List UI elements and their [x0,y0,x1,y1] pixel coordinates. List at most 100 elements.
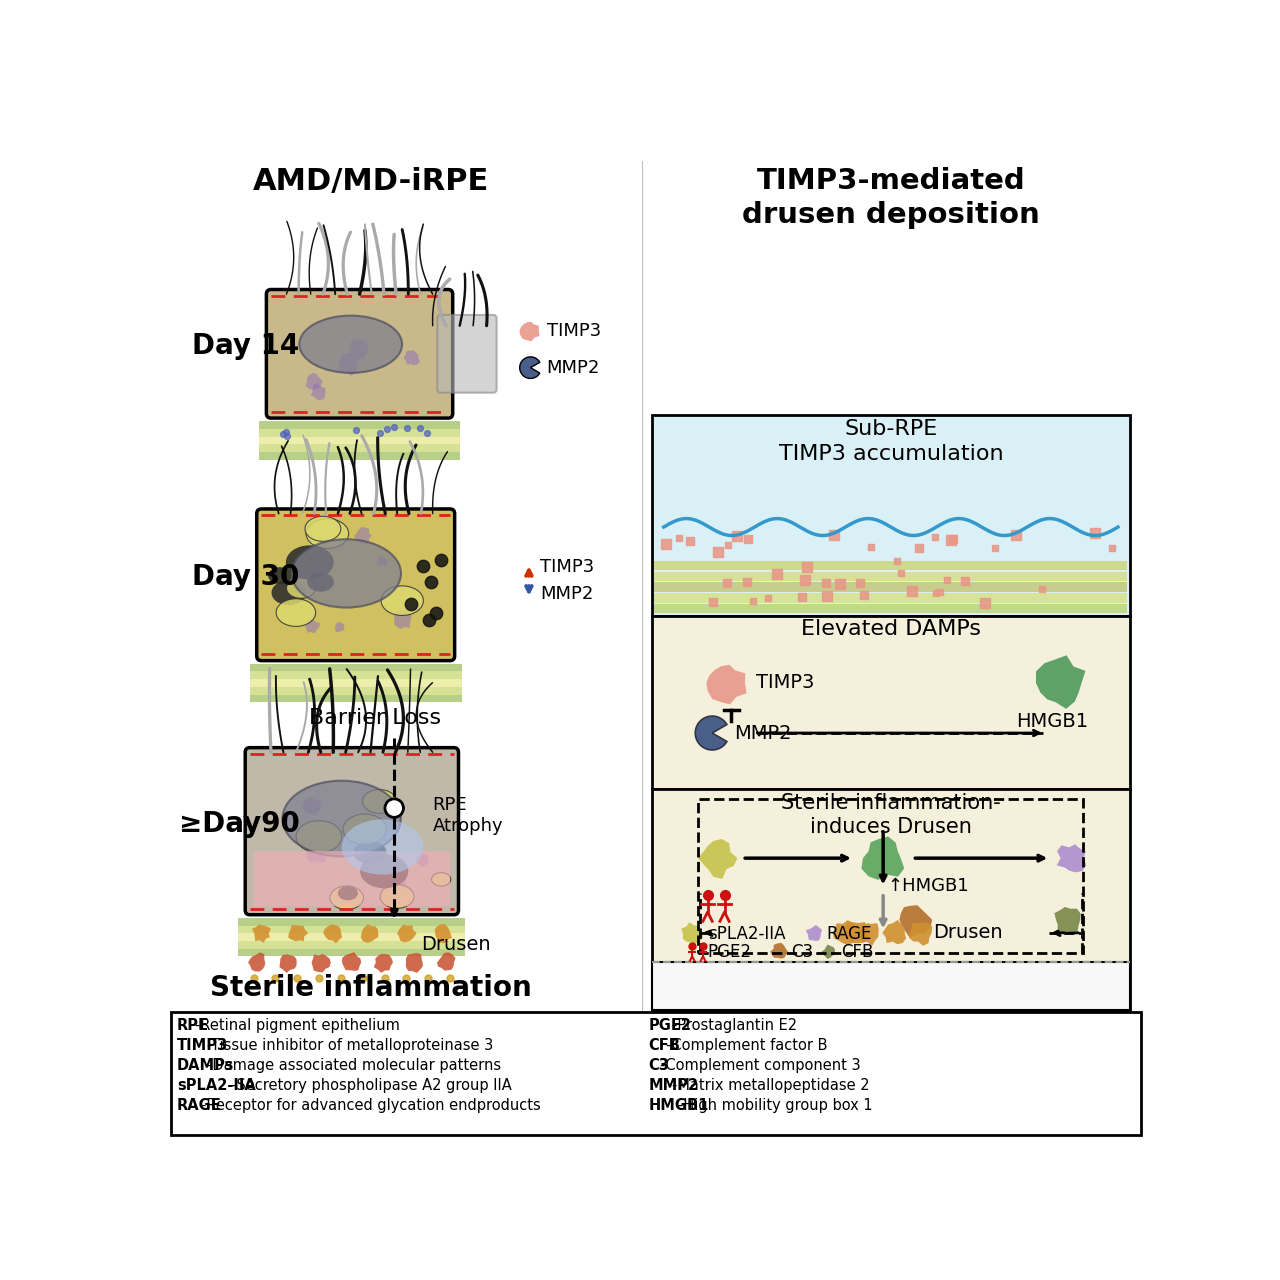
Polygon shape [361,924,379,943]
Point [410,417,430,438]
Point [703,591,723,612]
Text: CFB: CFB [841,942,874,960]
Ellipse shape [269,568,292,584]
FancyBboxPatch shape [172,1012,1140,1135]
Polygon shape [252,924,271,943]
Text: -Complement component 3: -Complement component 3 [660,1057,861,1073]
Polygon shape [288,925,308,941]
Point [891,562,911,582]
Point [440,968,461,988]
Ellipse shape [296,820,342,852]
Point [287,968,307,988]
FancyBboxPatch shape [654,593,1128,603]
Point [955,571,975,591]
Point [680,530,700,550]
Polygon shape [303,797,321,817]
Point [941,530,961,550]
Text: TIMP3: TIMP3 [547,321,600,339]
Polygon shape [338,353,358,376]
Point [792,586,813,607]
Ellipse shape [362,790,397,813]
FancyBboxPatch shape [238,918,466,925]
Text: RAGE: RAGE [826,925,872,943]
Polygon shape [681,922,703,945]
FancyBboxPatch shape [246,748,458,915]
Point [1032,579,1052,599]
Polygon shape [394,609,412,628]
Ellipse shape [381,586,424,616]
Point [739,529,759,549]
Point [909,538,929,558]
Ellipse shape [355,841,387,864]
Ellipse shape [338,887,357,900]
Point [850,572,870,593]
FancyBboxPatch shape [257,509,454,660]
Polygon shape [1055,908,1080,933]
Text: -Complement factor B: -Complement factor B [667,1038,828,1052]
FancyBboxPatch shape [654,561,1128,570]
FancyBboxPatch shape [238,925,466,933]
FancyBboxPatch shape [652,788,1129,1010]
Polygon shape [374,954,393,973]
Text: RPE: RPE [177,1018,209,1033]
FancyBboxPatch shape [652,963,1129,1010]
Polygon shape [306,838,328,863]
Polygon shape [844,922,870,943]
Point [275,421,296,442]
Polygon shape [279,955,297,973]
Text: -Receptor for advanced glycation endproducts: -Receptor for advanced glycation endprod… [201,1098,541,1112]
Polygon shape [858,923,878,946]
FancyBboxPatch shape [238,933,466,941]
Text: Sterile inflammation: Sterile inflammation [210,974,532,1002]
Polygon shape [806,925,822,941]
FancyBboxPatch shape [238,941,466,948]
Polygon shape [900,905,932,938]
Ellipse shape [307,573,333,591]
Polygon shape [833,920,856,945]
Point [758,589,778,609]
Point [795,570,815,590]
Text: ↑HMGB1: ↑HMGB1 [887,877,969,896]
Ellipse shape [343,814,387,845]
Point [815,573,836,594]
Point [887,550,908,571]
FancyBboxPatch shape [250,672,462,680]
Text: TIMP3-mediated
drusen deposition: TIMP3-mediated drusen deposition [742,168,1039,229]
Text: -Matrix metallopeptidase 2: -Matrix metallopeptidase 2 [672,1078,870,1093]
Text: TIMP3: TIMP3 [177,1038,228,1052]
Circle shape [385,799,403,818]
Point [829,573,850,594]
Point [421,571,442,591]
Polygon shape [909,923,932,946]
Point [378,419,398,439]
FancyBboxPatch shape [250,687,462,695]
Text: DAMPs: DAMPs [177,1057,234,1073]
Point [401,594,421,614]
Text: sPLA2-IIA: sPLA2-IIA [708,925,785,943]
Ellipse shape [361,855,408,887]
Polygon shape [311,954,330,973]
Wedge shape [520,357,540,379]
Text: -Damage associated molecular patterns: -Damage associated molecular patterns [207,1057,502,1073]
Text: -Tissue inhibitor of metalloproteinase 3: -Tissue inhibitor of metalloproteinase 3 [207,1038,493,1052]
Text: Drusen: Drusen [421,936,490,955]
FancyBboxPatch shape [260,436,460,444]
Polygon shape [698,838,737,879]
Ellipse shape [330,886,364,910]
Point [374,968,394,988]
Point [397,419,417,439]
Point [929,581,950,602]
Ellipse shape [283,781,401,856]
Text: Elevated DAMPs: Elevated DAMPs [801,620,980,640]
Text: C3: C3 [648,1057,669,1073]
Point [370,422,390,443]
FancyBboxPatch shape [266,289,453,419]
Point [796,557,817,577]
Point [419,611,439,631]
Text: PGE2: PGE2 [708,942,751,960]
Point [669,527,690,548]
Point [655,534,676,554]
Point [431,549,452,570]
Text: RAGE: RAGE [177,1098,221,1112]
Polygon shape [248,952,265,972]
